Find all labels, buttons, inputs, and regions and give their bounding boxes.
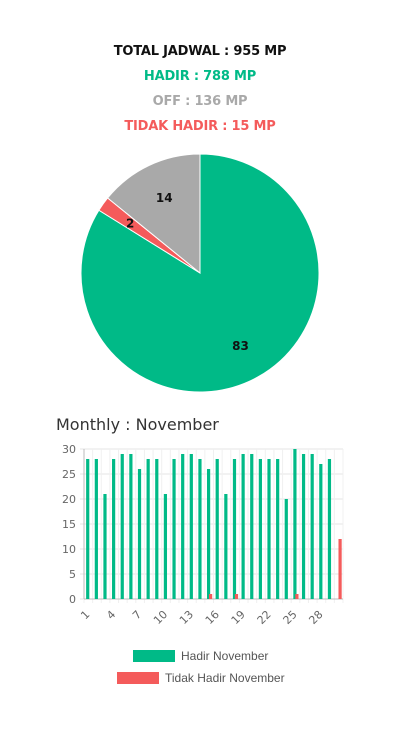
bar-hadir-8[interactable]	[146, 459, 150, 599]
bar-hadir-13[interactable]	[189, 454, 193, 599]
legend-item-hadir[interactable]: Hadir November	[133, 649, 268, 663]
bar-hadir-4[interactable]	[112, 459, 116, 599]
y-tick-label: 15	[62, 518, 76, 531]
legend-swatch-hadir	[133, 650, 175, 662]
pie-label-2: 14	[156, 191, 173, 205]
y-tick-label: 5	[69, 568, 76, 581]
y-tick-label: 0	[69, 593, 76, 606]
bar-hadir-7[interactable]	[137, 469, 142, 599]
bar-hadir-5[interactable]	[120, 454, 124, 599]
y-tick-label: 30	[62, 443, 76, 456]
x-tick-label: 22	[255, 608, 274, 627]
bar-hadir-28[interactable]	[319, 464, 323, 599]
bar-hadir-23[interactable]	[276, 459, 280, 599]
x-tick-label: 10	[151, 608, 170, 627]
bar-hadir-22[interactable]	[267, 459, 271, 599]
pie-label-1: 2	[126, 216, 134, 230]
bar-hadir-20[interactable]	[250, 454, 254, 599]
bar-hadir-1[interactable]	[86, 459, 90, 599]
pie-label-0: 83	[232, 339, 249, 353]
x-tick-label: 25	[281, 608, 300, 627]
y-tick-label: 10	[62, 543, 76, 556]
bar-hadir-26[interactable]	[301, 454, 306, 599]
bar-hadir-9[interactable]	[155, 459, 159, 599]
bar-hadir-17[interactable]	[224, 494, 228, 599]
summary-total: TOTAL JADWAL : 955 MP	[113, 44, 287, 59]
bar-hadir-24[interactable]	[284, 499, 288, 599]
attendance-pie-chart: 83 2 14	[80, 153, 320, 393]
bar-hadir-12[interactable]	[181, 454, 185, 599]
bar-hadir-29[interactable]	[327, 459, 332, 599]
x-tick-label: 7	[130, 608, 144, 622]
legend-label-hadir: Hadir November	[181, 649, 269, 663]
bar-hadir-3[interactable]	[103, 494, 107, 599]
bar-hadir-14[interactable]	[198, 459, 202, 599]
x-tick-label: 19	[229, 608, 248, 627]
legend-item-tidak-hadir[interactable]: Tidak Hadir November	[117, 671, 285, 685]
bar-hadir-6[interactable]	[129, 454, 133, 599]
summary-hadir: HADIR : 788 MP	[143, 69, 257, 84]
bar-tidak-hadir-30[interactable]	[338, 539, 342, 599]
x-tick-label: 13	[177, 608, 196, 627]
bar-tidak-hadir-25[interactable]	[295, 594, 299, 599]
x-tick-label: 4	[104, 608, 118, 622]
bar-hadir-11[interactable]	[172, 459, 176, 599]
bar-hadir-19[interactable]	[241, 454, 245, 599]
bar-hadir-21[interactable]	[258, 459, 262, 599]
bar-tidak-hadir-15[interactable]	[208, 594, 213, 599]
x-tick-label: 28	[306, 608, 325, 627]
bar-hadir-16[interactable]	[215, 459, 219, 599]
bar-hadir-2[interactable]	[94, 459, 98, 599]
legend-label-tidak-hadir: Tidak Hadir November	[165, 671, 285, 685]
summary-off: OFF : 136 MP	[152, 94, 248, 109]
bar-hadir-15[interactable]	[206, 469, 211, 599]
x-tick-label: 16	[203, 608, 222, 627]
x-tick-label: 1	[78, 608, 92, 622]
legend-swatch-tidak-hadir	[117, 672, 159, 684]
bar-hadir-25[interactable]	[293, 449, 297, 599]
y-tick-label: 20	[62, 493, 76, 506]
pie-slice-2[interactable]	[106, 153, 201, 275]
y-tick-label: 25	[62, 468, 76, 481]
summary-tidak-hadir: TIDAK HADIR : 15 MP	[124, 119, 276, 134]
bar-hadir-27[interactable]	[310, 454, 314, 599]
bar-hadir-10[interactable]	[163, 494, 168, 599]
bar-tidak-hadir-18[interactable]	[234, 594, 239, 599]
bar-hadir-18[interactable]	[232, 459, 237, 599]
monthly-title: Monthly : November	[56, 415, 219, 434]
